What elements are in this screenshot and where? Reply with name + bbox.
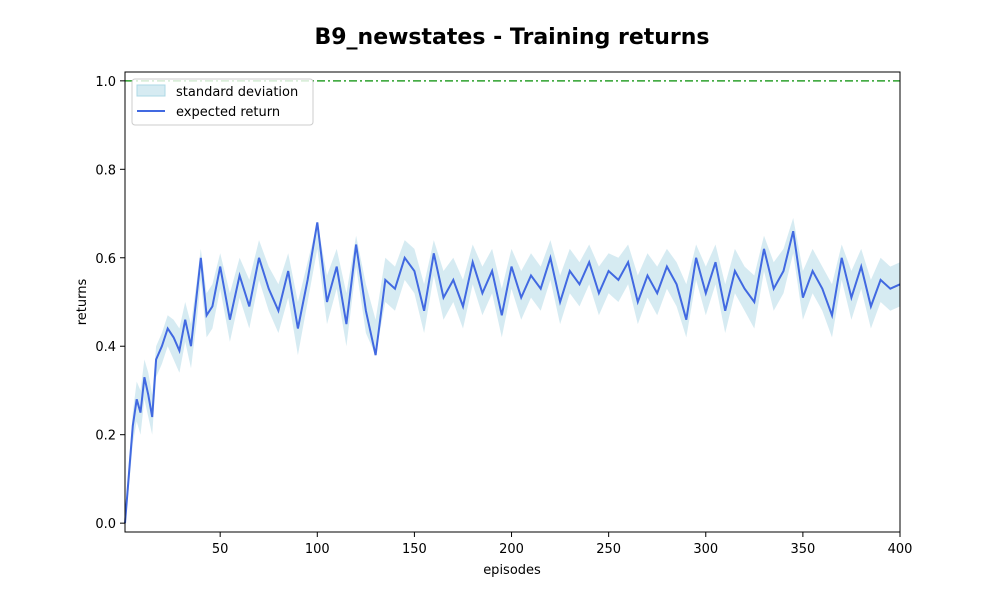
plot-area — [124, 80, 901, 524]
expected-return-line — [124, 222, 901, 524]
y-axis-label: returns — [75, 279, 90, 326]
y-tick-label: 0.8 — [95, 163, 116, 178]
y-tick-label: 0.4 — [95, 340, 116, 355]
x-tick-label: 200 — [499, 542, 524, 557]
x-axis-ticks: 50 100 150 200 250 300 350 400 — [212, 532, 913, 557]
x-axis-label: episodes — [483, 563, 541, 578]
legend-box — [131, 78, 314, 126]
y-axis-ticks: 0.0 0.2 0.4 0.6 0.8 1.0 — [95, 75, 125, 532]
x-tick-label: 100 — [305, 542, 330, 557]
y-tick-label: 0.6 — [95, 252, 116, 267]
legend-swatch-std — [136, 84, 166, 97]
x-tick-label: 300 — [693, 542, 718, 557]
x-tick-label: 250 — [596, 542, 621, 557]
legend-label-std: standard deviation — [176, 85, 298, 100]
chart-title: B9_newstates - Training returns — [314, 25, 709, 50]
legend: standard deviation expected return — [131, 78, 314, 126]
y-tick-label: 0.2 — [95, 429, 116, 444]
legend-label-mean: expected return — [176, 105, 280, 120]
y-tick-label: 1.0 — [95, 75, 116, 90]
x-tick-label: 400 — [888, 542, 913, 557]
plot-frame — [124, 71, 901, 533]
x-tick-label: 350 — [790, 542, 815, 557]
y-tick-label: 0.0 — [95, 517, 116, 532]
x-tick-label: 150 — [402, 542, 427, 557]
std-band — [125, 218, 900, 524]
x-tick-label: 50 — [212, 542, 229, 557]
